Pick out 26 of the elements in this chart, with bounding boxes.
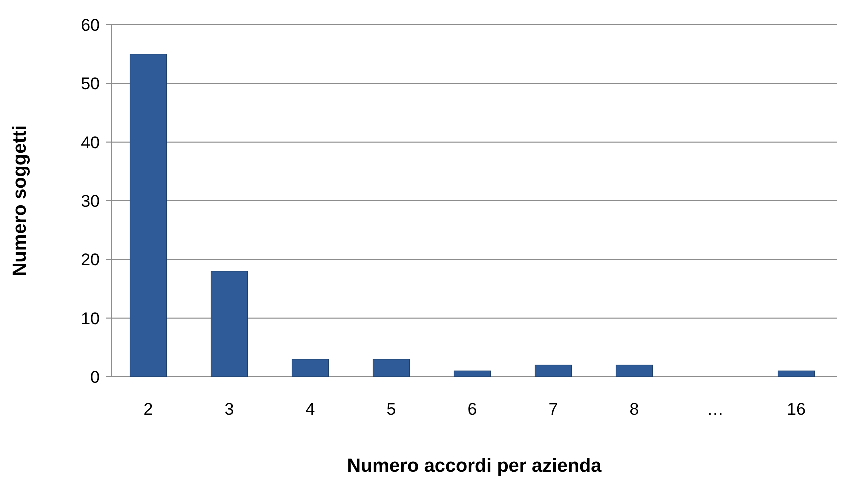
x-tick-label: 6 xyxy=(468,400,478,419)
y-tick-label: 10 xyxy=(81,309,100,328)
x-axis-title: Numero accordi per azienda xyxy=(347,456,602,477)
x-tick-label: 5 xyxy=(386,400,396,419)
bar xyxy=(292,359,330,378)
y-tick-label: 0 xyxy=(90,368,100,387)
y-tick-label: 20 xyxy=(81,250,100,270)
x-tick-label: … xyxy=(707,400,724,419)
y-tick-label: 30 xyxy=(81,192,100,211)
x-tick-label: 2 xyxy=(144,400,154,419)
x-tick-label: 7 xyxy=(548,400,558,419)
bar xyxy=(534,364,572,378)
y-axis-title: Numero soggetti xyxy=(10,126,31,276)
x-tick-label: 3 xyxy=(224,400,234,419)
y-tick-label: 60 xyxy=(81,16,100,35)
y-tick-label: 40 xyxy=(81,133,100,152)
bar xyxy=(130,54,168,378)
y-tick-label: 50 xyxy=(81,74,100,94)
bar xyxy=(372,359,410,378)
x-tick-label: 8 xyxy=(630,400,640,419)
bar xyxy=(454,370,492,378)
x-tick-label: 4 xyxy=(306,400,316,419)
x-tick-label: 16 xyxy=(787,400,806,419)
bar xyxy=(778,370,816,378)
bar xyxy=(616,364,654,378)
bar xyxy=(210,271,248,378)
